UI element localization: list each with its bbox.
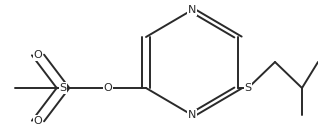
Text: S: S bbox=[59, 83, 66, 93]
Text: N: N bbox=[188, 110, 196, 120]
Text: O: O bbox=[34, 50, 42, 60]
Text: S: S bbox=[245, 83, 252, 93]
Text: N: N bbox=[188, 5, 196, 15]
Text: O: O bbox=[104, 83, 112, 93]
Text: O: O bbox=[34, 116, 42, 126]
